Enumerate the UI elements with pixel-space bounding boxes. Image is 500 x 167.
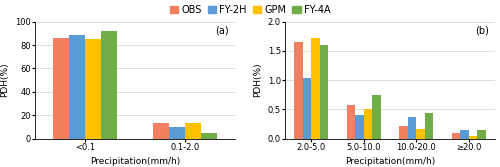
- Bar: [294, 42, 303, 139]
- Bar: [424, 113, 433, 139]
- Bar: [303, 78, 311, 139]
- Bar: [408, 117, 416, 139]
- Bar: [364, 109, 372, 139]
- X-axis label: Precipitation(mm/h): Precipitation(mm/h): [345, 157, 435, 166]
- Bar: [452, 133, 460, 139]
- Bar: [477, 130, 486, 139]
- Y-axis label: PDH(%): PDH(%): [0, 63, 10, 98]
- Bar: [469, 136, 477, 139]
- Bar: [347, 105, 356, 139]
- Bar: [201, 133, 217, 139]
- Bar: [153, 123, 169, 139]
- Bar: [372, 95, 380, 139]
- Bar: [356, 115, 364, 139]
- Bar: [320, 45, 328, 139]
- Bar: [101, 31, 117, 139]
- Bar: [311, 38, 320, 139]
- Bar: [400, 126, 408, 139]
- Text: (a): (a): [216, 25, 229, 35]
- Legend: OBS, FY-2H, GPM, FY-4A: OBS, FY-2H, GPM, FY-4A: [170, 5, 330, 15]
- X-axis label: Precipitation(mm/h): Precipitation(mm/h): [90, 157, 180, 166]
- Y-axis label: PDH(%): PDH(%): [253, 63, 262, 98]
- Bar: [69, 35, 85, 139]
- Bar: [85, 39, 101, 139]
- Bar: [416, 129, 424, 139]
- Bar: [169, 127, 185, 139]
- Bar: [53, 38, 69, 139]
- Text: (b): (b): [475, 25, 488, 35]
- Bar: [460, 130, 469, 139]
- Bar: [185, 123, 201, 139]
